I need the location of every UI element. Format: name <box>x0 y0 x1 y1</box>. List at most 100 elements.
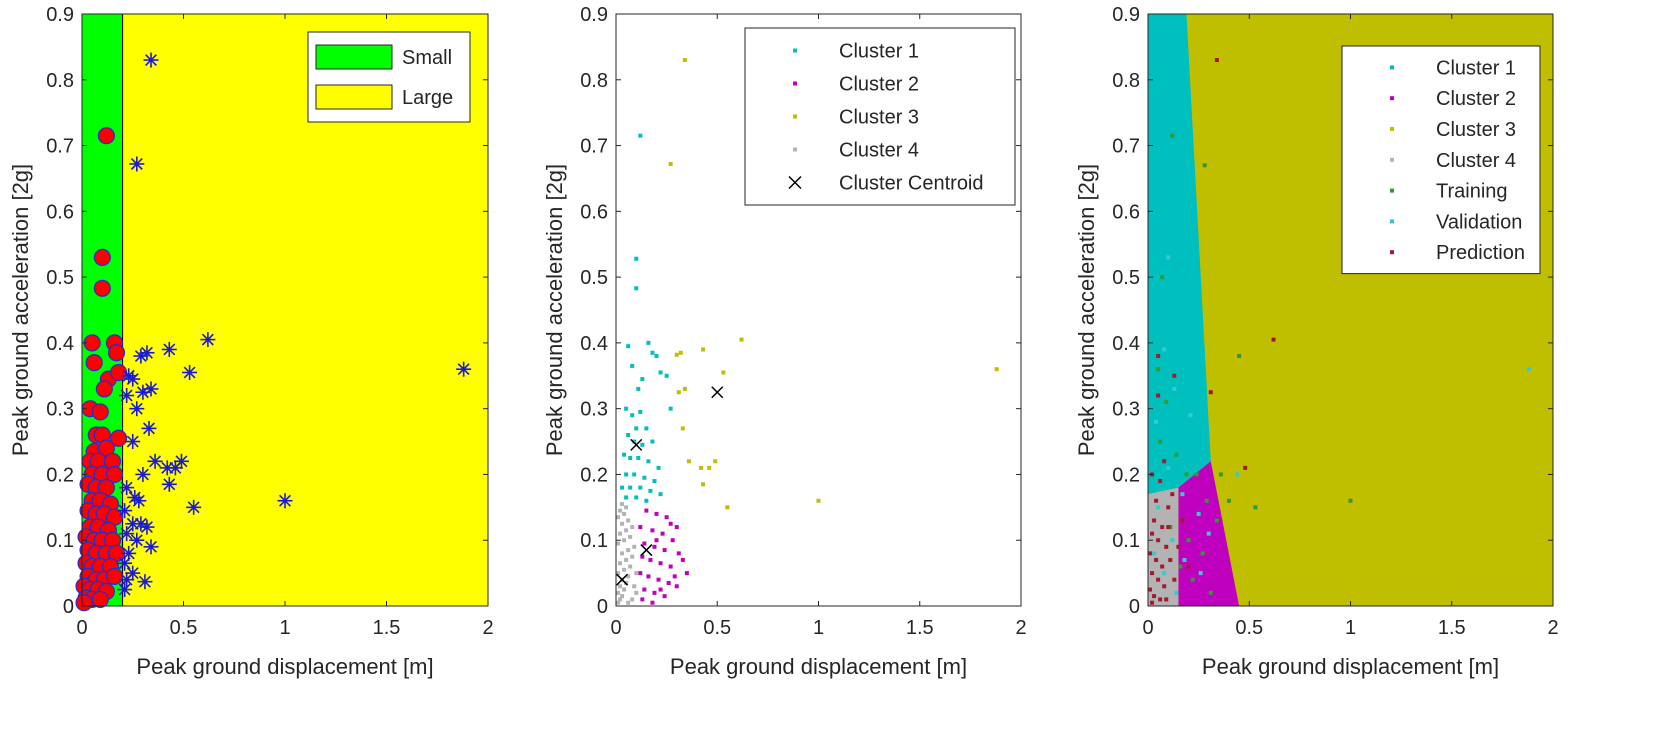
cluster-2-point-24 <box>662 594 667 599</box>
cluster-2-point-18 <box>646 574 651 579</box>
prediction-point-4 <box>1172 373 1177 378</box>
cluster-2-point-31 <box>654 538 659 543</box>
cluster-4-point-23 <box>630 525 635 530</box>
x-tick-label: 0 <box>76 617 87 639</box>
cluster-1-point-31 <box>620 485 625 490</box>
y-tick-label: 0.7 <box>1112 136 1140 158</box>
series-0-point-6 <box>107 344 126 362</box>
x-tick-label: 1.5 <box>373 617 401 639</box>
cluster-1-point-26 <box>656 465 661 470</box>
cluster-4-point-2 <box>620 594 625 599</box>
cluster-4-point-12 <box>618 561 623 566</box>
cluster-2-point-6 <box>660 531 665 536</box>
series-1-point-16 <box>147 453 163 469</box>
x-tick-label: 1 <box>1345 617 1356 639</box>
prediction-point-31 <box>1170 492 1175 497</box>
x-tick-label: 0.5 <box>1235 617 1263 639</box>
cluster-4-point-4 <box>622 587 627 592</box>
cluster-1-point-29 <box>642 475 647 480</box>
cluster-4-point-29 <box>624 505 629 510</box>
series-1-point-32 <box>129 532 145 548</box>
cluster-3-point-7 <box>721 370 726 375</box>
series-1-point-26 <box>186 499 202 515</box>
y-tick-label: 0.2 <box>46 464 74 486</box>
legend: Small Large <box>307 31 471 123</box>
cluster-3-point-9 <box>680 426 685 431</box>
cluster-4-point-19 <box>622 538 627 543</box>
cluster-2-point-13 <box>648 557 653 562</box>
prediction-point-28 <box>1172 577 1177 582</box>
y-tick-label: 0.3 <box>580 399 608 421</box>
legend-label: Cluster Centroid <box>839 173 984 195</box>
legend-swatch <box>315 84 393 110</box>
prediction-point-33 <box>1186 564 1191 569</box>
prediction-point-2 <box>1208 390 1213 395</box>
training-point-3 <box>1158 439 1163 444</box>
prediction-point-30 <box>1176 544 1181 549</box>
cluster-4-point-11 <box>628 564 633 569</box>
y-tick-label: 0.7 <box>580 136 608 158</box>
cluster-1-point-23 <box>628 456 633 460</box>
y-tick-label: 0.2 <box>1112 464 1140 486</box>
y-tick-label: 0.5 <box>46 267 74 289</box>
validation-point-10 <box>1206 531 1211 536</box>
training-point-15 <box>1208 590 1213 595</box>
y-tick-label: 0.3 <box>46 399 74 421</box>
prediction-point-19 <box>1160 564 1165 569</box>
cluster-2-point-30 <box>668 521 673 526</box>
cluster-1-point-19 <box>632 439 637 444</box>
legend-entry-cluster-2: Cluster 2 <box>1390 88 1516 110</box>
cluster-2-point-20 <box>666 580 671 585</box>
cluster-1-point-35 <box>658 492 663 497</box>
cluster-3-point-4 <box>678 350 683 355</box>
cluster-2-point-7 <box>670 538 675 543</box>
series-1-point-30 <box>139 519 155 535</box>
validation-point-15 <box>1152 551 1157 556</box>
cluster-1-point-11 <box>668 406 673 411</box>
validation-point-3 <box>1172 386 1177 391</box>
validation-point-2 <box>1162 347 1167 352</box>
y-tick-label: 0.5 <box>1112 267 1140 289</box>
cluster-centroid-point-1 <box>711 386 724 399</box>
cluster-4-point-33 <box>630 597 635 602</box>
cluster-4-point-30 <box>620 502 625 507</box>
prediction-point-11 <box>1166 505 1171 510</box>
cluster-2-point-19 <box>656 577 661 582</box>
series-1-point-35 <box>117 555 133 571</box>
cluster-3-point-3 <box>701 347 706 352</box>
legend-entry-cluster-1: Cluster 1 <box>793 41 919 63</box>
prediction-point-24 <box>1152 594 1157 599</box>
cluster-1-point-1 <box>634 256 639 261</box>
cluster-3-point-10 <box>686 459 691 464</box>
panel-middle: 0 0.5 1 1.5 2 0 0.1 0.2 0.3 0.4 0.5 0.6 0.7 0.8 0.9 Pea… <box>542 4 1027 679</box>
cluster-2-point-22 <box>642 587 647 592</box>
cluster-1-point-27 <box>624 472 629 477</box>
series-1-point-36 <box>125 565 141 581</box>
legend: Cluster 1 Cluster 2 Cluster 3 Cluster 4 Clus… <box>744 27 1016 206</box>
prediction-point-15 <box>1156 538 1161 543</box>
y-tick-label: 0.9 <box>46 4 74 26</box>
validation-point-17 <box>1235 472 1240 477</box>
cluster-4-point-5 <box>618 584 623 589</box>
cluster-4-point-28 <box>618 508 623 513</box>
panel-left: 0 0.5 1 1.5 2 0 0.1 0.2 0.3 0.4 0.5 0.6 0.7 0.8 0.9 Pea… <box>8 4 494 679</box>
series-0-point-59 <box>75 594 93 612</box>
series-1-point-6 <box>456 361 472 377</box>
series-0-point-58 <box>91 590 109 609</box>
cluster-1-point-38 <box>644 498 649 503</box>
cluster-3-point-14 <box>701 482 706 487</box>
validation-point-13 <box>1198 571 1203 576</box>
cluster-3-point-6 <box>994 367 999 372</box>
legend-entry-small: Small <box>315 44 452 70</box>
legend-label: Cluster 2 <box>1436 88 1516 110</box>
legend-label: Cluster 4 <box>1436 150 1516 172</box>
cluster-3-point-1 <box>668 161 673 166</box>
cluster-1-point-12 <box>636 386 641 391</box>
y-tick-label: 0.7 <box>46 136 74 158</box>
legend-box <box>744 27 1016 206</box>
legend-swatch <box>315 44 393 70</box>
cluster-2-point-12 <box>640 554 645 559</box>
series-1-point-9 <box>125 371 141 387</box>
cluster-3-point-15 <box>816 498 821 503</box>
x-tick-label: 2 <box>1547 617 1558 639</box>
